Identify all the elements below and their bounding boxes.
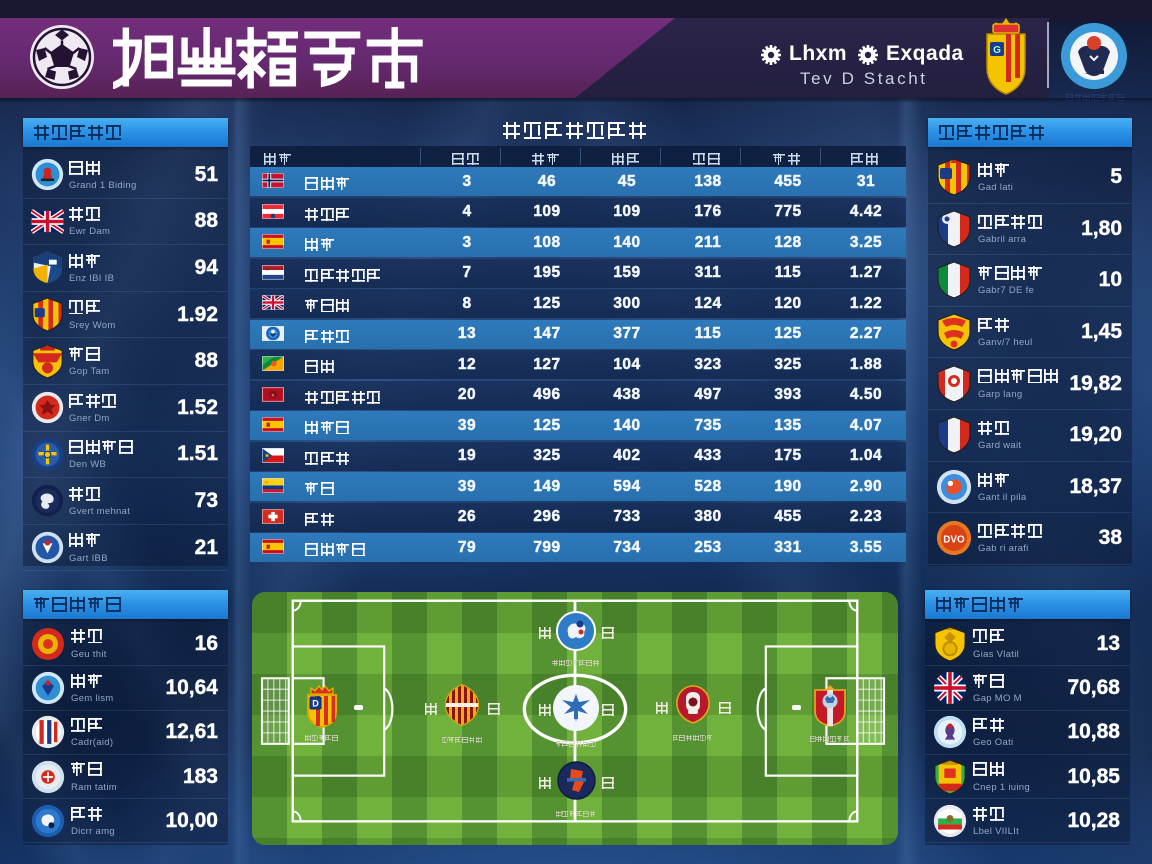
svg-text:R: R — [272, 393, 275, 397]
svg-text:B: B — [267, 423, 269, 427]
svg-text:B: B — [267, 545, 269, 549]
svg-text:D: D — [312, 699, 319, 709]
svg-text:W: W — [266, 267, 270, 271]
svg-text:G: G — [993, 45, 1001, 56]
svg-text:DVO: DVO — [943, 535, 965, 546]
svg-text:B: B — [267, 240, 269, 244]
